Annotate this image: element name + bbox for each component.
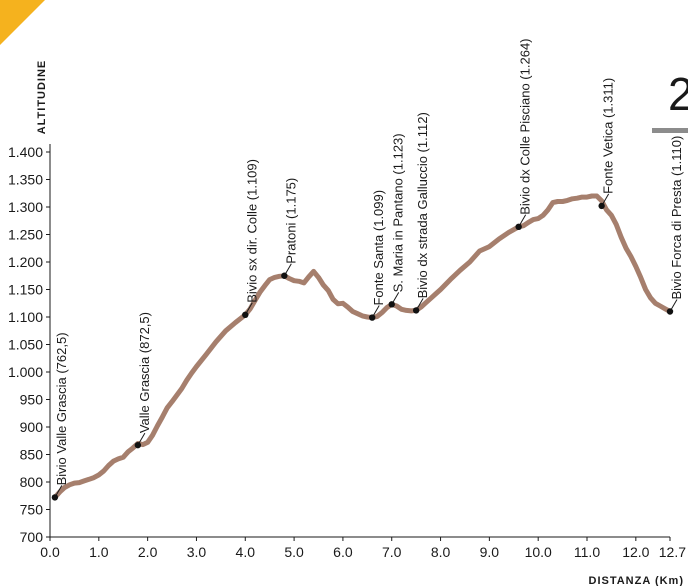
waypoint-label: Bivio dx Colle Pisciano (1.264) (518, 38, 533, 214)
x-tick-label: 5.0 (284, 544, 304, 560)
y-tick-label: 1.200 (8, 254, 43, 270)
waypoint-label: Valle Grascia (872,5) (137, 312, 152, 433)
waypoint: Pratoni (1.175) (281, 178, 298, 279)
x-tick-label: 12.0 (622, 544, 649, 560)
waypoint-dot (598, 202, 605, 210)
y-axis-title: ALTITUDINE (36, 60, 48, 135)
y-tick-label: 1.100 (8, 309, 43, 325)
elevation-line (52, 193, 673, 500)
x-axis-title: DISTANZA (Km) (589, 575, 685, 586)
x-tick-label: 8.0 (431, 544, 451, 560)
x-tick-label: 6.0 (333, 544, 353, 560)
waypoints: Bivio Valle Grascia (762,5) Valle Grascia… (51, 38, 684, 501)
x-tick-label: 2.0 (138, 544, 158, 560)
corner-accent (0, 0, 45, 45)
x-tick-label: 12.7 (659, 544, 686, 560)
y-tick-label: 950 (20, 392, 44, 408)
waypoint-dot (242, 311, 249, 318)
x-tick-label: 3.0 (187, 544, 207, 560)
x-axis-ticks: 0.0 1.0 2.0 3.0 4.0 5.0 6.0 7.0 8.0 9.0 10.0 11.0 12… (40, 537, 686, 560)
waypoint-dot (51, 494, 59, 501)
y-axis-ticks: 700 750 800 850 900 950 1.000 1.050 1.100 1.150 1.… (8, 144, 50, 545)
waypoint: Bivio dx strada Galluccio (1.112) (412, 112, 430, 314)
x-tick-label: 1.0 (89, 544, 109, 560)
y-tick-label: 1.000 (8, 364, 43, 380)
waypoint-label: Bivio sx dir. Colle (1.109) (244, 159, 259, 303)
waypoint-dot (281, 272, 288, 279)
waypoint-label: Fonte Vetica (1.311) (601, 78, 616, 194)
stage-number-underline (652, 128, 688, 133)
waypoint-label: Fonte Santa (1.099) (371, 190, 386, 306)
waypoint: Bivio sx dir. Colle (1.109) (242, 159, 259, 318)
waypoint-dot (388, 301, 395, 308)
waypoint: Bivio Forca di Presta (1.110) (666, 136, 684, 315)
stage-number: 2 (668, 68, 688, 120)
waypoint-dot (369, 314, 376, 321)
y-tick-label: 700 (20, 529, 44, 545)
y-tick-label: 900 (20, 419, 44, 435)
waypoint: Fonte Vetica (1.311) (598, 78, 616, 210)
waypoint: S. Maria in Pantano (1.123) (388, 133, 406, 308)
waypoint-dot (412, 307, 420, 314)
y-tick-label: 1.350 (8, 172, 43, 188)
y-tick-label: 850 (20, 447, 44, 463)
waypoint: Valle Grascia (872,5) (134, 312, 152, 449)
x-tick-label: 9.0 (480, 544, 500, 560)
waypoint-label: Bivio Valle Grascia (762,5) (54, 332, 69, 485)
x-tick-label: 4.0 (236, 544, 256, 560)
y-tick-label: 1.300 (8, 199, 43, 215)
waypoint-dot (666, 308, 674, 315)
waypoint-dot (515, 223, 522, 230)
waypoint-label: Bivio dx strada Galluccio (1.112) (415, 112, 430, 298)
x-tick-label: 0.0 (40, 544, 60, 560)
x-tick-label: 10.0 (525, 544, 552, 560)
waypoint: Bivio dx Colle Pisciano (1.264) (515, 38, 533, 230)
y-tick-label: 800 (20, 474, 44, 490)
waypoint: Fonte Santa (1.099) (369, 190, 386, 321)
waypoint: Bivio Valle Grascia (762,5) (51, 332, 69, 501)
y-tick-label: 750 (20, 502, 44, 518)
y-tick-label: 1.150 (8, 282, 43, 298)
axes (49, 144, 670, 538)
y-tick-label: 1.400 (8, 144, 43, 160)
waypoint-dot (134, 441, 142, 449)
waypoint-label: Bivio Forca di Presta (1.110) (669, 136, 684, 300)
y-tick-label: 1.250 (8, 227, 43, 243)
waypoint-label: Pratoni (1.175) (283, 178, 298, 264)
x-tick-label: 7.0 (382, 544, 402, 560)
y-tick-label: 1.050 (8, 337, 43, 353)
x-tick-label: 11.0 (574, 544, 600, 560)
waypoint-label: S. Maria in Pantano (1.123) (391, 133, 406, 292)
